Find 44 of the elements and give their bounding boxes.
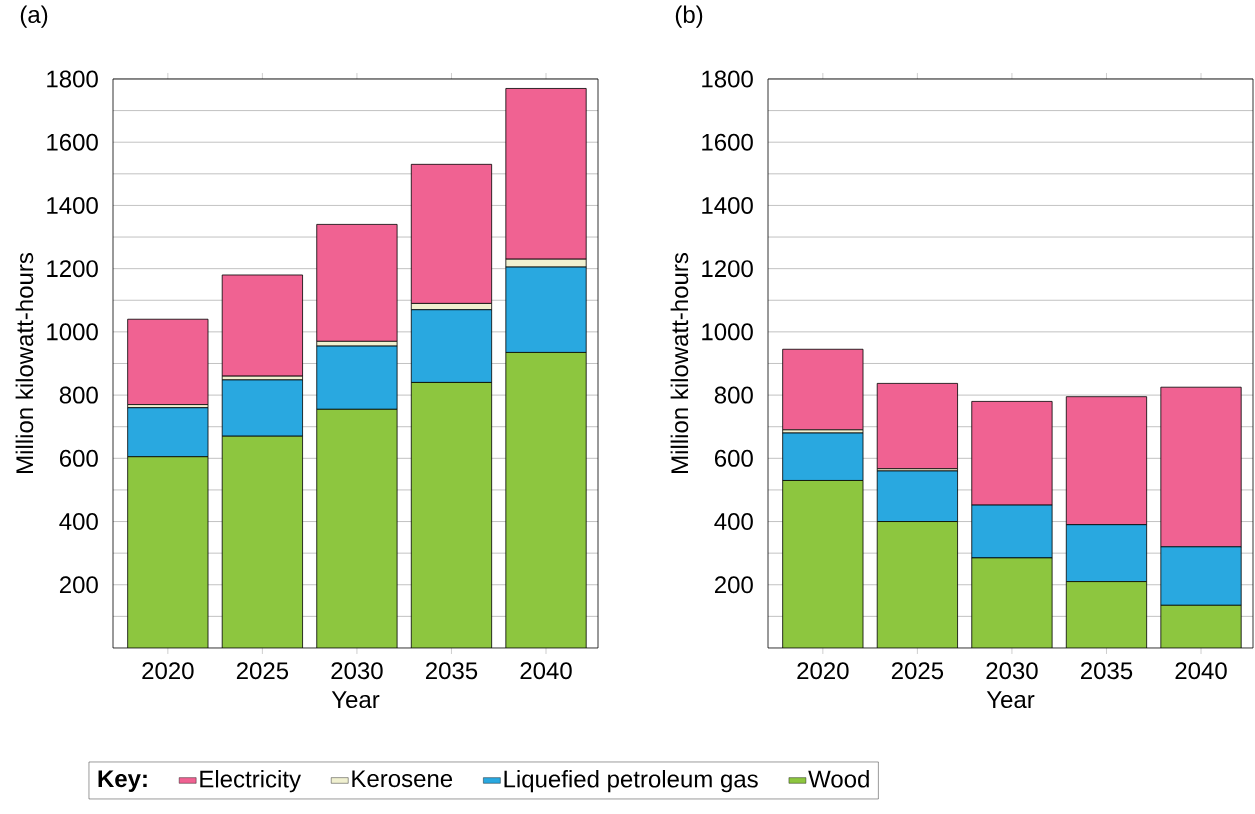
x-axis-title: Year [986, 691, 1035, 709]
y-tick-label: 1800 [47, 70, 98, 88]
bar [876, 383, 958, 470]
x-tick-label: 2040 [1175, 662, 1227, 680]
bar [316, 224, 398, 342]
y-tick-label: 200 [714, 576, 753, 594]
y-tick-label: 1200 [47, 260, 98, 278]
y-tick-label: 1600 [47, 133, 98, 151]
legend-label: Liquefied petroleum gas [504, 769, 758, 793]
bar [782, 348, 864, 431]
y-tick-label: 1600 [702, 133, 753, 151]
x-tick-label: 2020 [797, 662, 849, 680]
y-tick-label: 600 [59, 449, 98, 467]
y-tick-label: 1000 [47, 323, 98, 341]
legend-label: Electricity [200, 769, 301, 793]
legend-label: Kerosene [352, 770, 453, 788]
x-tick-label: 2040 [520, 662, 572, 680]
legend-title: Key: [98, 770, 147, 792]
x-axis-title: Year [331, 691, 380, 709]
y-axis-title: Million kilowatt-hours [670, 253, 689, 473]
chart-title: (a) [20, 5, 48, 28]
y-tick-label: 1000 [702, 323, 753, 341]
y-tick-label: 200 [59, 576, 98, 594]
bar [127, 318, 209, 405]
legend-label: Wood [808, 769, 869, 788]
y-tick-label: 1400 [47, 196, 98, 214]
x-tick-label: 2035 [425, 662, 478, 680]
y-tick-label: 1800 [702, 70, 753, 88]
y-tick-label: 1400 [702, 196, 753, 214]
y-tick-label: 400 [714, 513, 753, 531]
y-axis-title: Million kilowatt-hours [15, 253, 34, 473]
x-tick-label: 2030 [986, 662, 1038, 680]
bar [221, 274, 303, 377]
x-tick-label: 2025 [236, 662, 289, 680]
x-tick-label: 2025 [891, 662, 944, 680]
y-tick-label: 800 [714, 386, 753, 404]
y-tick-label: 1200 [702, 260, 753, 278]
x-tick-label: 2030 [331, 662, 383, 680]
chart-title: (b) [675, 5, 703, 28]
x-tick-label: 2020 [142, 662, 194, 680]
y-tick-label: 600 [714, 449, 753, 467]
x-tick-label: 2035 [1080, 662, 1133, 680]
y-tick-label: 400 [59, 513, 98, 531]
y-tick-label: 800 [59, 386, 98, 404]
